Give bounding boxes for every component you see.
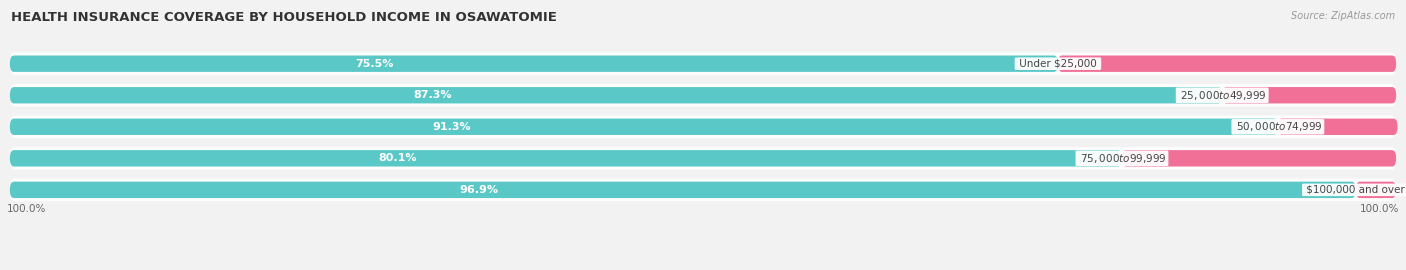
Text: Source: ZipAtlas.com: Source: ZipAtlas.com [1291, 11, 1395, 21]
Text: HEALTH INSURANCE COVERAGE BY HOUSEHOLD INCOME IN OSAWATOMIE: HEALTH INSURANCE COVERAGE BY HOUSEHOLD I… [11, 11, 557, 24]
Text: $100,000 and over: $100,000 and over [1303, 185, 1406, 195]
Text: $50,000 to $74,999: $50,000 to $74,999 [1233, 120, 1323, 133]
Text: $25,000 to $49,999: $25,000 to $49,999 [1177, 89, 1267, 102]
Text: 75.5%: 75.5% [356, 59, 394, 69]
Text: $75,000 to $99,999: $75,000 to $99,999 [1077, 152, 1167, 165]
FancyBboxPatch shape [10, 116, 1396, 138]
Text: Under $25,000: Under $25,000 [1017, 59, 1099, 69]
FancyBboxPatch shape [10, 56, 1057, 72]
FancyBboxPatch shape [10, 84, 1396, 107]
FancyBboxPatch shape [10, 147, 1396, 170]
FancyBboxPatch shape [1278, 119, 1398, 135]
Text: 96.9%: 96.9% [460, 185, 499, 195]
FancyBboxPatch shape [10, 182, 1355, 198]
FancyBboxPatch shape [10, 87, 1222, 103]
FancyBboxPatch shape [1057, 56, 1396, 72]
FancyBboxPatch shape [1222, 87, 1396, 103]
Text: 100.0%: 100.0% [7, 204, 46, 214]
Text: 91.3%: 91.3% [433, 122, 471, 132]
FancyBboxPatch shape [10, 178, 1396, 201]
FancyBboxPatch shape [10, 150, 1122, 167]
Text: 87.3%: 87.3% [413, 90, 451, 100]
FancyBboxPatch shape [1122, 150, 1396, 167]
FancyBboxPatch shape [10, 119, 1278, 135]
Text: 100.0%: 100.0% [1360, 204, 1399, 214]
Text: 80.1%: 80.1% [378, 153, 416, 163]
FancyBboxPatch shape [1355, 182, 1396, 198]
FancyBboxPatch shape [10, 52, 1396, 75]
